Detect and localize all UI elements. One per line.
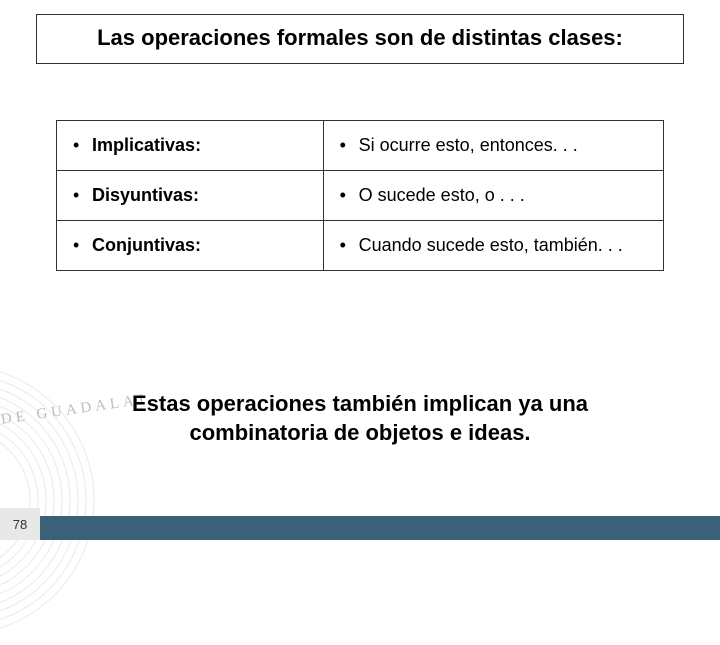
op-desc: Si ocurre esto, entonces. . . xyxy=(359,135,578,155)
bullet-icon: • xyxy=(73,185,87,206)
op-desc: Cuando sucede esto, también. . . xyxy=(359,235,623,255)
page-number: 78 xyxy=(13,517,27,532)
watermark-arcs xyxy=(0,340,190,640)
cell-left: • Conjuntivas: xyxy=(57,221,324,270)
cell-left: • Disyuntivas: xyxy=(57,171,324,220)
cell-right: • Cuando sucede esto, también. . . xyxy=(324,221,663,270)
bullet-icon: • xyxy=(340,235,354,256)
table-row: • Implicativas: • Si ocurre esto, entonc… xyxy=(57,121,663,171)
page-title: Las operaciones formales son de distinta… xyxy=(55,25,665,51)
op-name: Conjuntivas: xyxy=(92,235,201,255)
bullet-icon: • xyxy=(73,135,87,156)
op-desc: O sucede esto, o . . . xyxy=(359,185,525,205)
bottom-bar xyxy=(0,516,720,540)
bullet-icon: • xyxy=(340,135,354,156)
cell-right: • O sucede esto, o . . . xyxy=(324,171,663,220)
page-number-badge: 78 xyxy=(0,508,40,540)
table-row: • Conjuntivas: • Cuando sucede esto, tam… xyxy=(57,221,663,270)
bullet-icon: • xyxy=(73,235,87,256)
conclusion-text: Estas operaciones también implican ya un… xyxy=(120,390,600,447)
op-name: Disyuntivas: xyxy=(92,185,199,205)
op-name: Implicativas: xyxy=(92,135,201,155)
operations-table: • Implicativas: • Si ocurre esto, entonc… xyxy=(56,120,664,271)
cell-left: • Implicativas: xyxy=(57,121,324,170)
bullet-icon: • xyxy=(340,185,354,206)
cell-right: • Si ocurre esto, entonces. . . xyxy=(324,121,663,170)
title-box: Las operaciones formales son de distinta… xyxy=(36,14,684,64)
table-row: • Disyuntivas: • O sucede esto, o . . . xyxy=(57,171,663,221)
